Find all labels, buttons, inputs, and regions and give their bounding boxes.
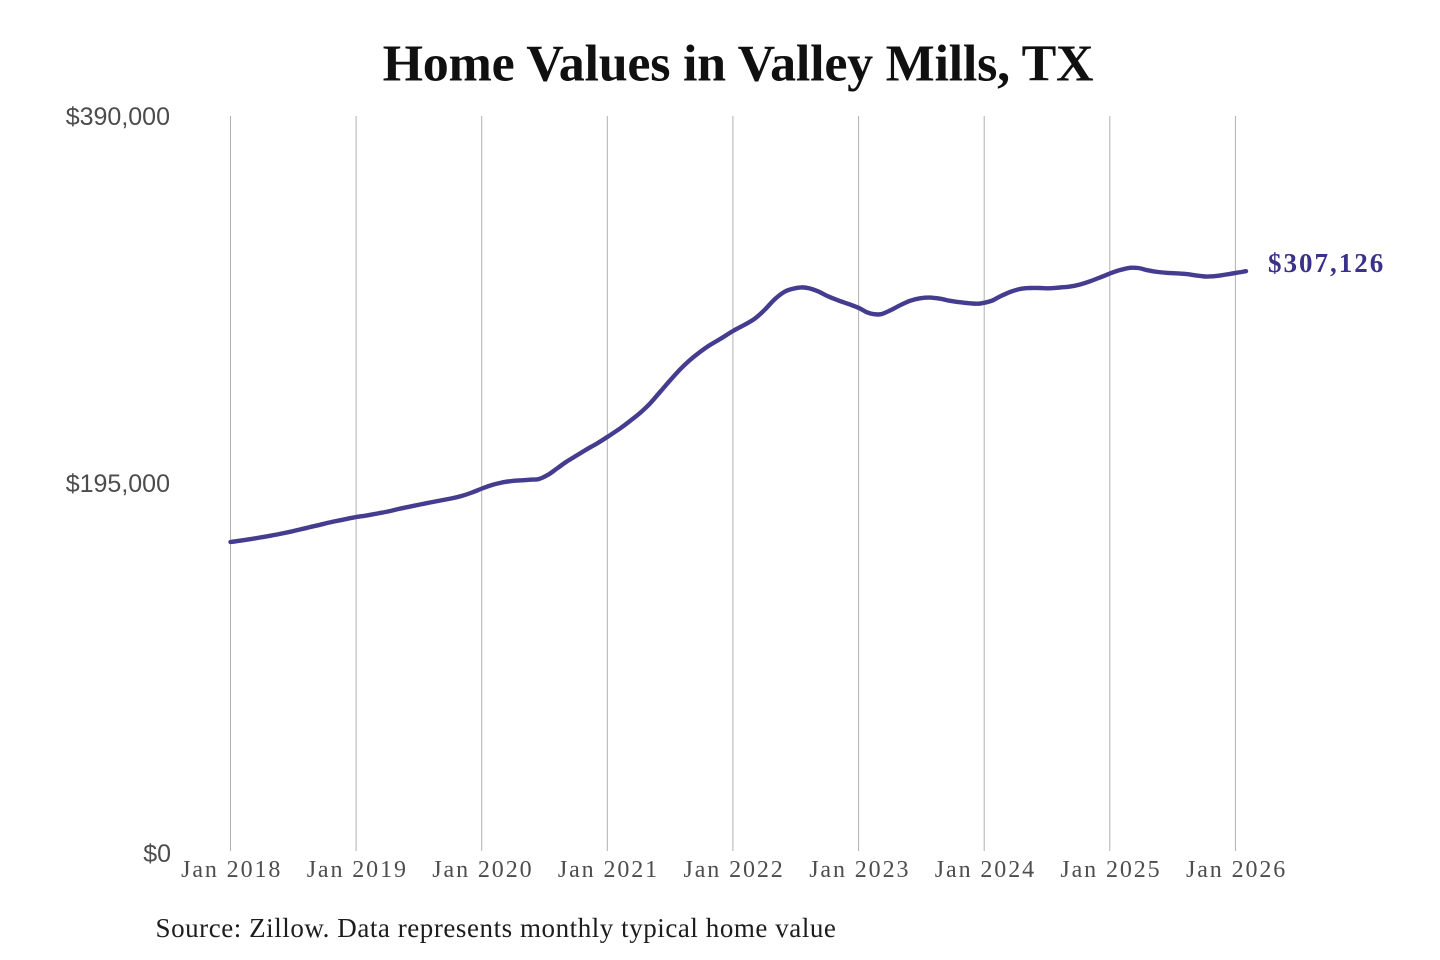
svg-text:Jan 2021: Jan 2021 xyxy=(558,857,659,883)
svg-text:$195,000: $195,000 xyxy=(66,470,170,498)
svg-text:Jan 2020: Jan 2020 xyxy=(432,857,533,883)
svg-text:$307,126: $307,126 xyxy=(1268,248,1385,278)
svg-text:$0: $0 xyxy=(143,840,171,868)
svg-text:Jan 2018: Jan 2018 xyxy=(181,857,282,883)
svg-text:Jan 2024: Jan 2024 xyxy=(935,857,1036,883)
svg-text:Jan 2025: Jan 2025 xyxy=(1060,857,1161,883)
svg-text:Jan 2019: Jan 2019 xyxy=(307,857,408,883)
svg-text:$390,000: $390,000 xyxy=(66,103,170,131)
svg-text:Jan 2026: Jan 2026 xyxy=(1186,857,1287,883)
svg-text:Home Values in Valley Mills, T: Home Values in Valley Mills, TX xyxy=(383,36,1094,93)
svg-text:Jan 2022: Jan 2022 xyxy=(683,857,784,883)
svg-text:Source: Zillow. Data represent: Source: Zillow. Data represents monthly … xyxy=(156,913,837,943)
svg-text:Jan 2023: Jan 2023 xyxy=(809,857,910,883)
